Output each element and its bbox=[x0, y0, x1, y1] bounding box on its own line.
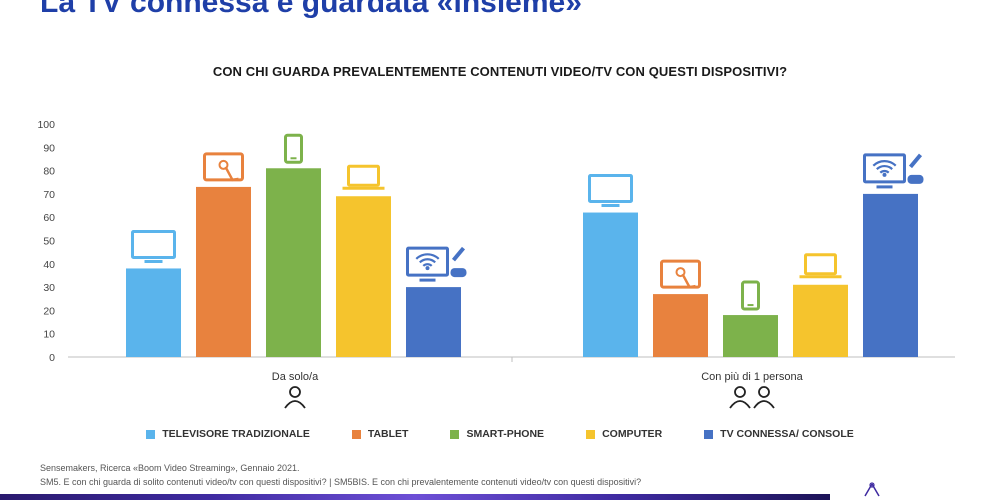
source-line-2: SM5. E con chi guarda di solito contenut… bbox=[40, 477, 642, 487]
x-category-label: Da solo/a bbox=[272, 371, 319, 383]
y-tick-label: 50 bbox=[43, 236, 55, 248]
y-tick-label: 20 bbox=[43, 305, 55, 317]
source-line-1: Sensemakers, Ricerca «Boom Video Streami… bbox=[40, 463, 300, 473]
legend-item: TABLET bbox=[351, 428, 409, 440]
bar bbox=[126, 268, 181, 357]
tablet-touch-icon bbox=[660, 259, 701, 289]
chart-title: CON CHI GUARDA PREVALENTEMENTE CONTENUTI… bbox=[212, 64, 788, 79]
bar bbox=[406, 287, 461, 357]
legend-swatch bbox=[450, 429, 460, 439]
legend-swatch bbox=[351, 429, 361, 439]
legend-label: SMART-PHONE bbox=[466, 428, 545, 440]
bar bbox=[336, 196, 391, 357]
y-tick-label: 80 bbox=[43, 166, 55, 178]
y-tick-label: 30 bbox=[43, 282, 55, 294]
bar bbox=[196, 186, 251, 357]
bar bbox=[793, 284, 848, 357]
legend-item: SMART-PHONE bbox=[450, 428, 544, 440]
legend-item: TELEVISORE TRADIZIONALE bbox=[146, 428, 310, 440]
bar bbox=[723, 315, 778, 357]
tv-icon bbox=[588, 174, 633, 208]
y-tick-label: 70 bbox=[43, 189, 55, 201]
legend-label: TABLET bbox=[367, 428, 409, 440]
logo-icon bbox=[864, 482, 880, 497]
y-tick-label: 100 bbox=[37, 119, 55, 131]
bar bbox=[266, 168, 321, 357]
y-tick-label: 60 bbox=[43, 212, 55, 224]
bar bbox=[863, 193, 918, 357]
decorative-strip bbox=[0, 494, 830, 500]
bar bbox=[583, 212, 638, 357]
y-tick-label: 40 bbox=[43, 259, 55, 271]
bar-chart: 0 10 20 30 40 50 60 70 80 90 100 Da solo/a Con più d… bbox=[37, 119, 955, 409]
y-tick-label: 0 bbox=[49, 352, 55, 364]
tablet-touch-icon bbox=[203, 152, 244, 182]
legend: TELEVISORE TRADIZIONALE TABLET SMART-PHONE… bbox=[0, 428, 1000, 440]
slide-title: La TV connessa è guardata «insieme» bbox=[40, 0, 582, 19]
legend-item: TV CONNESSA/ CONSOLE bbox=[704, 428, 854, 440]
two-persons-icon bbox=[729, 386, 775, 409]
smart-tv-console-icon bbox=[863, 153, 924, 189]
legend-label: COMPUTER bbox=[602, 428, 663, 440]
legend-swatch bbox=[586, 429, 596, 439]
tv-icon bbox=[131, 229, 176, 263]
laptop-icon bbox=[799, 253, 842, 279]
smartphone-icon bbox=[741, 280, 760, 311]
y-tick-label: 90 bbox=[43, 142, 55, 154]
x-category-label: Con più di 1 persona bbox=[701, 371, 803, 383]
legend-swatch bbox=[704, 429, 714, 439]
legend-swatch bbox=[146, 429, 156, 439]
smart-tv-console-icon bbox=[406, 246, 467, 282]
legend-label: TELEVISORE TRADIZIONALE bbox=[162, 428, 310, 440]
bar bbox=[653, 294, 708, 357]
legend-label: TV CONNESSA/ CONSOLE bbox=[720, 428, 854, 440]
legend-item: COMPUTER bbox=[586, 428, 662, 440]
smartphone-icon bbox=[284, 133, 303, 164]
y-tick-label: 10 bbox=[43, 329, 55, 341]
laptop-icon bbox=[342, 164, 385, 190]
person-icon bbox=[284, 386, 306, 409]
